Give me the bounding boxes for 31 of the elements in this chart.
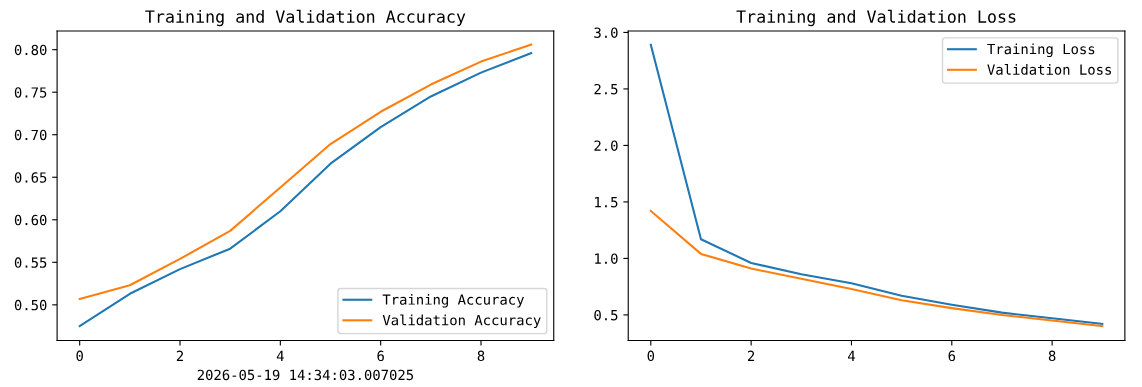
y-tick-label: 0.5 xyxy=(594,309,618,321)
legend-label: Training Loss xyxy=(987,43,1095,58)
y-tick-label: 3.0 xyxy=(594,27,618,38)
x-tick-label: 8 xyxy=(1048,350,1056,362)
x-tick-label: 0 xyxy=(76,350,83,362)
x-tick-label: 8 xyxy=(477,350,485,362)
y-tick-label: 1.5 xyxy=(595,197,618,208)
legend-label: Training Accuracy xyxy=(382,294,524,308)
x-tick-label: 2 xyxy=(176,350,184,361)
x-tick-label: 6 xyxy=(948,350,956,362)
x-tick-label: 2 xyxy=(747,350,755,361)
y-tick-label: 2.0 xyxy=(594,140,618,151)
y-tick-label: 0.55 xyxy=(14,257,47,268)
x-tick-label: 6 xyxy=(377,350,384,362)
x-tick-label: 4 xyxy=(847,350,855,361)
legend-label: Validation Loss xyxy=(987,64,1111,75)
x-axis-title: 2026-05-19 14:34:03.007025 xyxy=(197,369,414,381)
line-series xyxy=(649,209,1104,328)
y-tick-label: 0.65 xyxy=(14,172,47,183)
x-tick-label: 4 xyxy=(276,350,284,361)
x-tick-label: 0 xyxy=(647,350,655,362)
y-tick-label: 0.60 xyxy=(14,214,47,226)
legend-label: Validation Accuracy xyxy=(382,314,541,329)
y-tick-label: 0.75 xyxy=(14,87,47,98)
y-tick-label: 0.70 xyxy=(14,129,47,141)
y-tick-label: 1.0 xyxy=(595,253,618,264)
chart-title: Training and Validation Loss xyxy=(736,9,1016,27)
y-tick-label: 0.50 xyxy=(14,299,47,311)
y-tick-label: 2.5 xyxy=(594,83,618,95)
y-tick-label: 0.80 xyxy=(14,44,47,56)
chart-title: Training and Validation Accuracy xyxy=(145,9,466,27)
